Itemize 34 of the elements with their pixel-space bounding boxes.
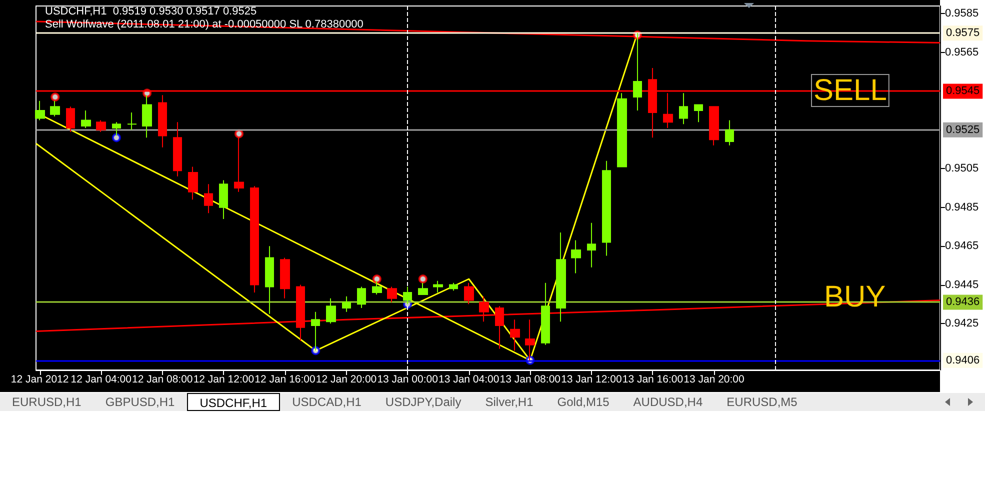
x-tick-label: 13 Jan 00:00 [377, 374, 438, 386]
text: EURUSD,M5 [726, 394, 798, 411]
ref-line-label: 0.9545 [946, 85, 980, 98]
x-tick-label: 12 Jan 2012 [10, 374, 69, 386]
ref-line-label: 0.9575 [946, 27, 980, 40]
chart-title: USDCHF,H1 0.9519 0.9530 0.9517 0.9525 [45, 6, 257, 18]
x-tick-label: 12 Jan 16:00 [254, 374, 316, 386]
text: AUDUSD,H4 [632, 394, 704, 411]
text: Silver,H1 [484, 394, 534, 411]
text: EURUSD,H1 [11, 394, 82, 411]
text: GBPUSD,H1 [104, 394, 176, 411]
x-tick-label: 12 Jan 20:00 [316, 374, 377, 386]
x-tick-label: 13 Jan 20:00 [684, 374, 745, 386]
y-tick-label: 0.9505 [945, 162, 979, 175]
ref-line-label: 0.9436 [946, 296, 980, 308]
x-tick-label: 13 Jan 04:00 [438, 374, 500, 386]
text: USDJPY,Daily [384, 394, 462, 411]
y-tick-label: 0.9445 [945, 278, 979, 291]
ref-line-label: 0.9525 [946, 124, 980, 136]
text: USDCAD,H1 [291, 394, 362, 411]
y-tick-label: 0.9565 [945, 46, 979, 58]
x-tick-label: 13 Jan 12:00 [561, 374, 622, 386]
x-tick-label: 13 Jan 16:00 [622, 374, 684, 386]
x-tick-label: 12 Jan 04:00 [70, 374, 132, 386]
text: Gold,M15 [556, 394, 610, 411]
y-tick-label: 0.9485 [945, 201, 979, 214]
y-tick-label: 0.9425 [945, 318, 979, 330]
text: USDCHF,H1 [186, 393, 280, 411]
y-tick-label: 0.9585 [945, 8, 979, 20]
ref-line-label: 0.9406 [946, 354, 980, 366]
x-tick-label: 12 Jan 08:00 [132, 374, 193, 386]
y-tick-label: 0.9465 [945, 240, 979, 252]
x-tick-label: 13 Jan 08:00 [500, 374, 561, 386]
x-tick-label: 12 Jan 12:00 [193, 374, 254, 386]
